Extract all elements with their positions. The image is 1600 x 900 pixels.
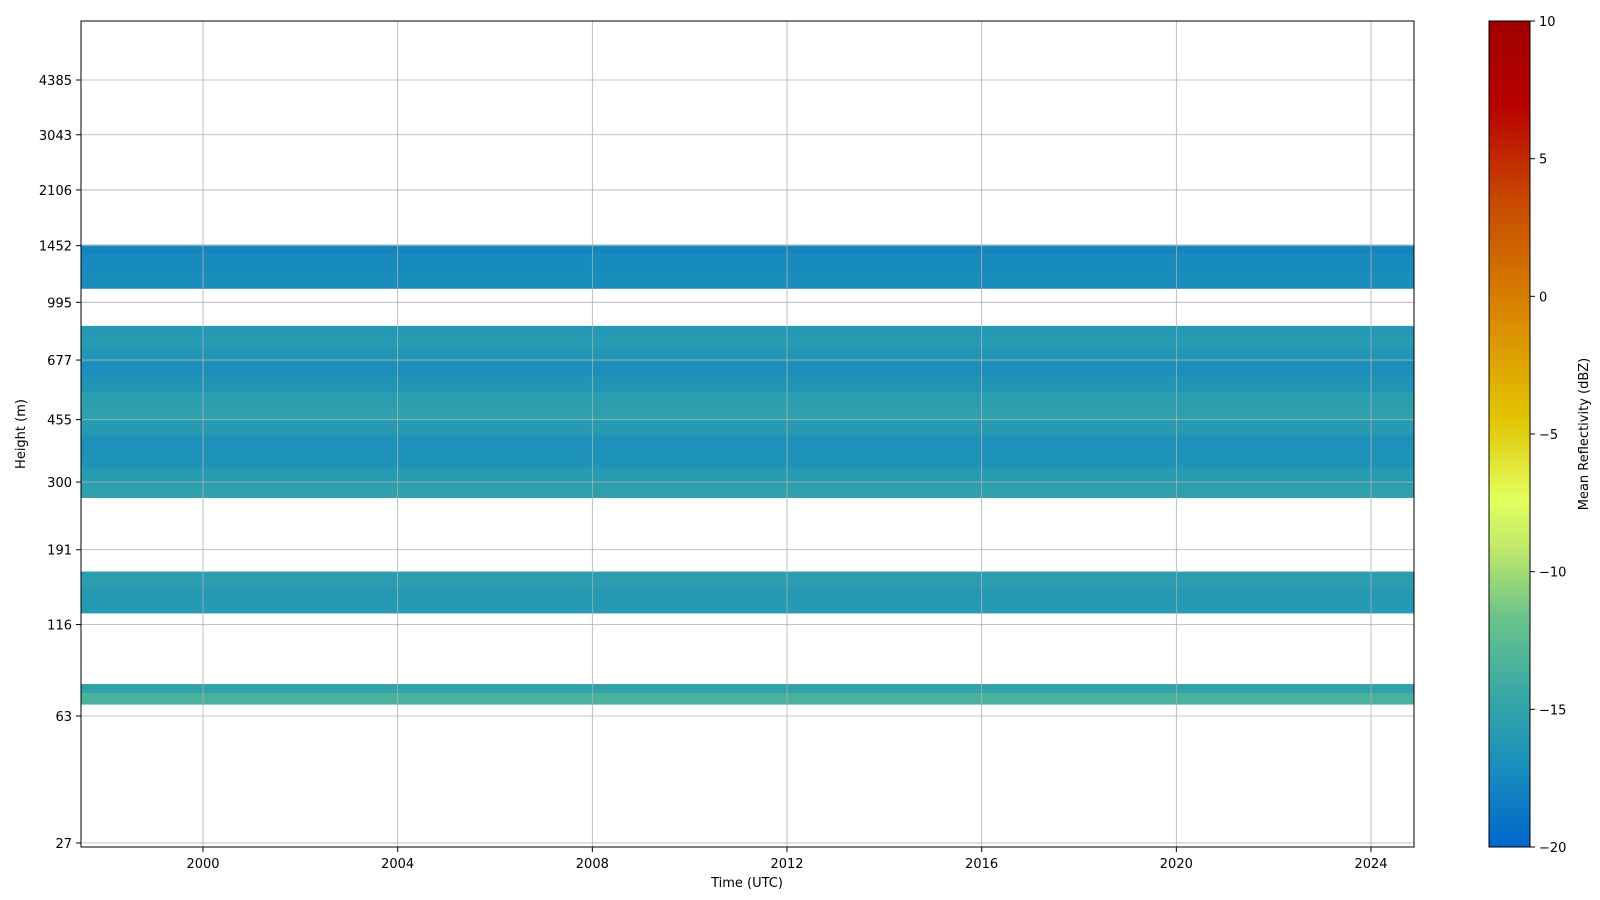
y-tick-label: 1452 [39, 240, 72, 255]
band-1-layer-2 [81, 348, 1414, 362]
band-2-layer-1 [81, 588, 1414, 602]
band-0-layer-2 [81, 271, 1414, 289]
colorbar-tick-label: −15 [1539, 703, 1566, 718]
band-1-layer-1 [81, 337, 1414, 349]
colorbar-tick-label: 10 [1539, 15, 1556, 30]
y-tick-label: 455 [47, 414, 72, 429]
band-1-layer-3 [81, 361, 1414, 376]
band-2-layer-0 [81, 571, 1414, 589]
x-tick-label: 2020 [1160, 857, 1193, 872]
colorbar-tick-label: 5 [1539, 153, 1547, 168]
colorbar-tick-label: −20 [1539, 841, 1566, 856]
band-1-layer-8 [81, 435, 1414, 451]
y-tick-label: 3043 [39, 129, 72, 144]
x-tick-label: 2016 [965, 857, 998, 872]
y-tick-label: 995 [47, 296, 72, 311]
band-1-layer-4 [81, 375, 1414, 392]
x-tick-label: 2008 [576, 857, 609, 872]
y-tick-label: 63 [55, 710, 72, 725]
y-tick-label: 191 [47, 544, 72, 559]
colorbar-tick-label: −10 [1539, 566, 1566, 581]
colorbar-tick-label: 0 [1539, 290, 1547, 305]
band-1-layer-9 [81, 450, 1414, 469]
band-1-layer-6 [81, 407, 1414, 422]
colorbar-tick-label: −5 [1539, 428, 1558, 443]
y-tick-label: 4385 [39, 74, 72, 89]
data-bands [81, 244, 1414, 705]
x-axis-ticks: 2000 2004 2008 2012 2016 2020 2024 [186, 847, 1388, 872]
plot-frame [80, 20, 1415, 848]
x-tick-label: 2012 [770, 857, 803, 872]
y-tick-label: 2106 [39, 184, 72, 199]
x-tick-label: 2000 [186, 857, 219, 872]
band-2-layer-2 [81, 601, 1414, 614]
grid-lines [81, 21, 1414, 847]
band-1-layer-7 [81, 421, 1414, 436]
band-0-layer-0 [81, 244, 1414, 254]
x-tick-label: 2004 [381, 857, 414, 872]
x-tick-label: 2024 [1354, 857, 1387, 872]
band-1-layer-11 [81, 484, 1414, 498]
colorbar-label: Mean Reflectivity (dBZ) [1577, 358, 1592, 511]
y-tick-label: 677 [47, 354, 72, 369]
x-axis-label: Time (UTC) [710, 876, 783, 891]
band-1-layer-10 [81, 468, 1414, 485]
y-axis-ticks: 27 63 116 191 300 455 677 995 1452 2106 3043 4385 [39, 74, 81, 852]
y-tick-label: 300 [47, 476, 72, 491]
band-1-layer-5 [81, 391, 1414, 408]
band-3-layer-0 [81, 683, 1414, 693]
y-tick-label: 27 [55, 837, 72, 852]
y-tick-label: 116 [47, 618, 72, 633]
y-axis-label: Height (m) [14, 399, 29, 469]
colorbar-ticks: −20 −15 −10 −5 0 5 10 [1530, 15, 1566, 856]
band-0-layer-1 [81, 253, 1414, 272]
band-3-layer-1 [81, 692, 1414, 705]
band-1-layer-0 [81, 325, 1414, 338]
colorbar [1488, 20, 1531, 848]
